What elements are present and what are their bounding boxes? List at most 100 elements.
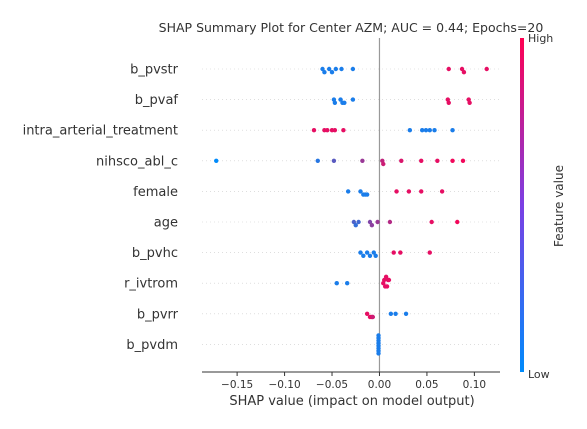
shap-point [419,189,424,194]
shap-point [351,219,357,225]
shap-point [341,128,346,133]
shap-point [394,189,399,194]
feature-label: b_pvhc [132,246,178,261]
shap-point [364,311,370,316]
shap-point [325,128,330,133]
shap-point [386,277,392,283]
shap-point [373,253,378,258]
shap-point [450,158,455,163]
shap-point [358,250,363,255]
x-tick-label: 0.05 [415,379,438,391]
feature-label: female [133,185,178,200]
x-tick-label: −0.15 [221,379,253,391]
shap-point [460,158,466,163]
feature-label: age [154,216,178,231]
shap-point [311,128,317,133]
shap-point [459,66,465,72]
shap-point [370,314,376,320]
x-axis-ticks: −0.15 −0.10 −0.05 0.00 0.05 0.10 [221,372,486,391]
feature-labels: b_pvstr b_pvaf intra_arterial_treatmentnih… [23,63,179,353]
shap-point [439,189,445,194]
shap-point [322,70,327,75]
shap-point [345,281,350,286]
shap-point [356,219,361,225]
shap-point [455,219,460,225]
shap-point [484,66,489,72]
shap-point [423,128,429,133]
feature-label: b_pvdm [126,338,178,353]
shap-point [391,250,396,255]
shap-point [427,250,432,255]
shap-point [339,66,344,72]
shap-point [315,158,320,163]
shap-point [360,158,365,163]
shap-point [332,128,338,133]
shap-point [364,192,370,197]
shap-point [403,311,409,316]
x-axis-label: SHAP value (impact on model output) [229,394,474,409]
shap-point [432,128,437,133]
shap-point [407,128,413,133]
shap-point [419,158,424,163]
shap-point [358,189,363,194]
shap-point [406,189,412,194]
shap-point [364,250,370,255]
shap-points [214,66,489,356]
shap-point [461,70,467,75]
colorbar-high-label: High [528,32,553,45]
x-tick-label: 0.10 [463,379,486,391]
shap-point [399,158,404,163]
shap-point [214,158,219,163]
shap-point [371,250,376,255]
shap-point [388,311,394,316]
shap-point [383,274,389,279]
shap-point [342,100,347,106]
shap-point [367,253,373,258]
shap-point [446,66,451,72]
feature-label: b_pvaf [135,93,179,108]
chart-title: SHAP Summary Plot for Center AZM; AUC = … [159,20,544,35]
shap-point [384,284,390,289]
colorbar-label: Feature value [552,165,566,247]
shap-point [329,70,335,75]
shap-point [326,66,332,72]
shap-point [435,158,440,163]
shap-point [331,158,337,163]
shap-point [398,250,403,255]
colorbar [520,38,524,372]
shap-point [393,311,398,316]
x-tick-label: 0.00 [368,379,391,391]
feature-label: b_pvrr [137,307,179,322]
shap-point [333,66,339,72]
shap-point [350,97,356,102]
shap-point [376,351,381,356]
colorbar-low-label: Low [528,368,550,381]
feature-label: intra_arterial_treatment [23,124,178,139]
shap-point [369,223,375,228]
shap-point [345,189,351,194]
shap-point [429,219,434,225]
shap-point [387,219,393,225]
shap-point [427,128,432,133]
shap-point [320,66,325,72]
x-tick-label: −0.10 [268,379,300,391]
feature-label: nihsco_abl_c [96,154,178,169]
feature-row-lines [202,68,500,345]
feature-label: b_pvstr [130,63,179,78]
shap-point [353,223,358,228]
shap-point [382,277,387,283]
shap-point [334,281,339,286]
shap-point [446,100,451,106]
feature-label: r_ivtrom [124,277,178,292]
x-tick-label: −0.05 [316,379,348,391]
shap-point [381,161,386,167]
shap-point [350,66,356,72]
shap-point [367,219,373,225]
shap-point [450,128,455,133]
shap-point [467,100,472,106]
shap-point [332,100,338,106]
shap-point [375,219,380,225]
shap-point [361,253,366,258]
shap-point [419,128,425,133]
